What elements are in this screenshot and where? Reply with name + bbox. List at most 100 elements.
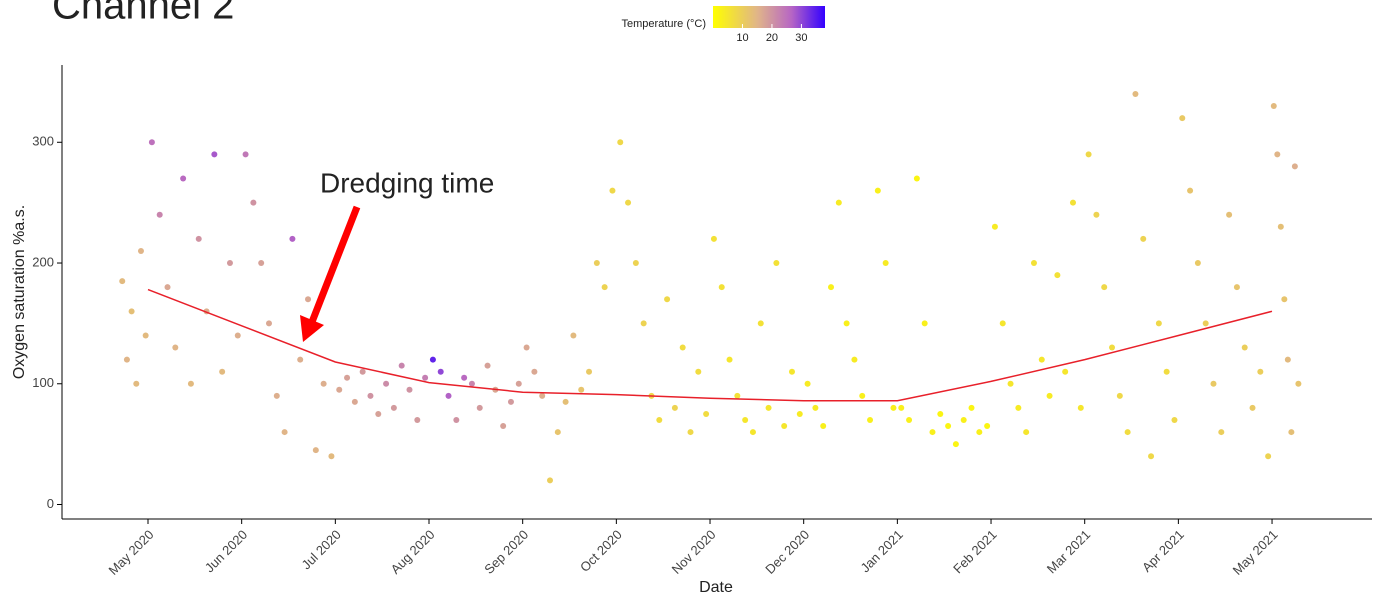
point (1233, 284, 1240, 291)
point (882, 260, 889, 267)
point (1116, 392, 1123, 399)
point (671, 404, 678, 411)
trend-line (147, 288, 1273, 402)
point (742, 416, 749, 423)
point (1085, 151, 1092, 158)
point (1038, 356, 1045, 363)
point (1155, 320, 1162, 327)
color-tick-label: 30 (795, 32, 807, 44)
point (781, 423, 788, 430)
point (547, 477, 554, 484)
point (297, 356, 304, 363)
point (921, 320, 928, 327)
legend-title: Temperature (°C) (622, 18, 706, 30)
point (187, 380, 194, 387)
point (828, 284, 835, 291)
point (273, 392, 280, 399)
point (172, 344, 179, 351)
point (1210, 380, 1217, 387)
point (281, 429, 288, 436)
point (1291, 163, 1298, 170)
point (1140, 235, 1147, 242)
point (1007, 380, 1014, 387)
point (976, 429, 983, 436)
y-axis-title: Oxygen saturation %a.s. (11, 205, 28, 379)
point (453, 416, 460, 423)
point (843, 320, 850, 327)
point (913, 175, 920, 182)
point (1194, 260, 1201, 267)
point (1270, 103, 1277, 110)
point (531, 368, 538, 375)
point (476, 404, 483, 411)
point (1023, 429, 1030, 436)
x-tick-label: Sep 2020 (481, 527, 531, 577)
point (929, 429, 936, 436)
point (312, 447, 319, 454)
x-tick-label: Jan 2021 (857, 527, 905, 575)
point (937, 410, 944, 417)
point (289, 235, 296, 242)
point (1109, 344, 1116, 351)
point (1015, 404, 1022, 411)
point (507, 398, 514, 405)
point (640, 320, 647, 327)
point (796, 410, 803, 417)
point (1148, 453, 1155, 460)
point (945, 423, 952, 430)
point (687, 429, 694, 436)
point (984, 423, 991, 430)
point (1265, 453, 1272, 460)
point (1241, 344, 1248, 351)
point (1179, 115, 1186, 122)
point (773, 260, 780, 267)
point (898, 404, 905, 411)
point (305, 296, 312, 303)
point (718, 284, 725, 291)
point (265, 320, 272, 327)
point (180, 175, 187, 182)
point (336, 386, 343, 393)
point (593, 260, 600, 267)
point (320, 380, 327, 387)
point (679, 344, 686, 351)
point (906, 416, 913, 423)
color-tick-label: 20 (766, 32, 778, 44)
point (445, 392, 452, 399)
point (1249, 404, 1256, 411)
point (375, 410, 382, 417)
point (437, 368, 444, 375)
point (1093, 211, 1100, 218)
point (1077, 404, 1084, 411)
x-tick-label: Mar 2021 (1044, 527, 1093, 576)
point (952, 441, 959, 448)
point (1284, 356, 1291, 363)
point (500, 423, 507, 430)
point (601, 284, 608, 291)
point (734, 392, 741, 399)
x-tick-label: Dec 2020 (762, 527, 812, 577)
point (1288, 429, 1295, 436)
point (164, 284, 171, 291)
point (1226, 211, 1233, 218)
point (328, 453, 335, 460)
point (867, 416, 874, 423)
x-axis-title: Date (699, 579, 733, 596)
y-tick-label: 100 (32, 375, 54, 390)
points (119, 90, 1302, 484)
color-tick-label: 10 (736, 32, 748, 44)
point (749, 429, 756, 436)
point (1124, 429, 1131, 436)
point (344, 374, 351, 381)
point (1274, 151, 1281, 158)
x-tick-label: Apr 2021 (1139, 527, 1187, 575)
point (859, 392, 866, 399)
point (242, 151, 249, 158)
point (1069, 199, 1076, 206)
point (788, 368, 795, 375)
annotation: Dredging time (320, 167, 494, 198)
point (234, 332, 241, 339)
point (554, 429, 561, 436)
point (1046, 392, 1053, 399)
x-tick-label: Nov 2020 (669, 527, 719, 577)
